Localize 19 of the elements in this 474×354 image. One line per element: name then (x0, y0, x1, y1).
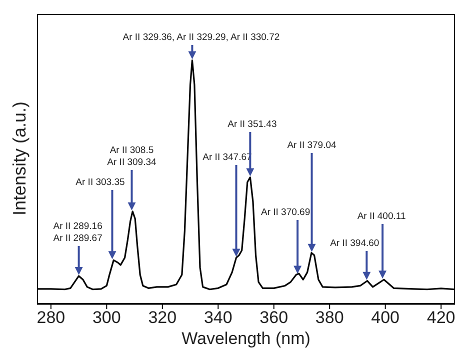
x-tick-label: 420 (426, 308, 456, 328)
annotation: Ar II 400.11 (357, 211, 406, 222)
x-tick-label: 400 (371, 308, 400, 328)
x-tick-label: 300 (92, 308, 121, 328)
annotation: Ar II 370.69 (260, 207, 310, 218)
annotation: Ar II 308.5 Ar II 309.34 (107, 145, 156, 168)
annotation: Ar II 351.43 (228, 119, 277, 130)
x-tick-label: 340 (204, 308, 232, 328)
x-tick-label: 380 (315, 308, 344, 328)
annotation: Ar II 303.35 (76, 177, 125, 188)
x-tick-label: 320 (148, 308, 177, 328)
x-tick-label: 280 (36, 308, 66, 328)
annotation: Ar II 394.60 (330, 238, 380, 249)
annotation: Ar II 289.16 Ar II 289.67 (53, 221, 102, 244)
x-axis-title: Wavelength (nm) (182, 329, 310, 348)
annotation: Ar II 379.04 (287, 140, 336, 151)
annotation: Ar II 329.36, Ar II 329.29, Ar II 330.72 (122, 32, 280, 43)
y-axis-title: Intensity (a.u.) (10, 100, 30, 218)
x-tick-label: 360 (260, 308, 288, 328)
